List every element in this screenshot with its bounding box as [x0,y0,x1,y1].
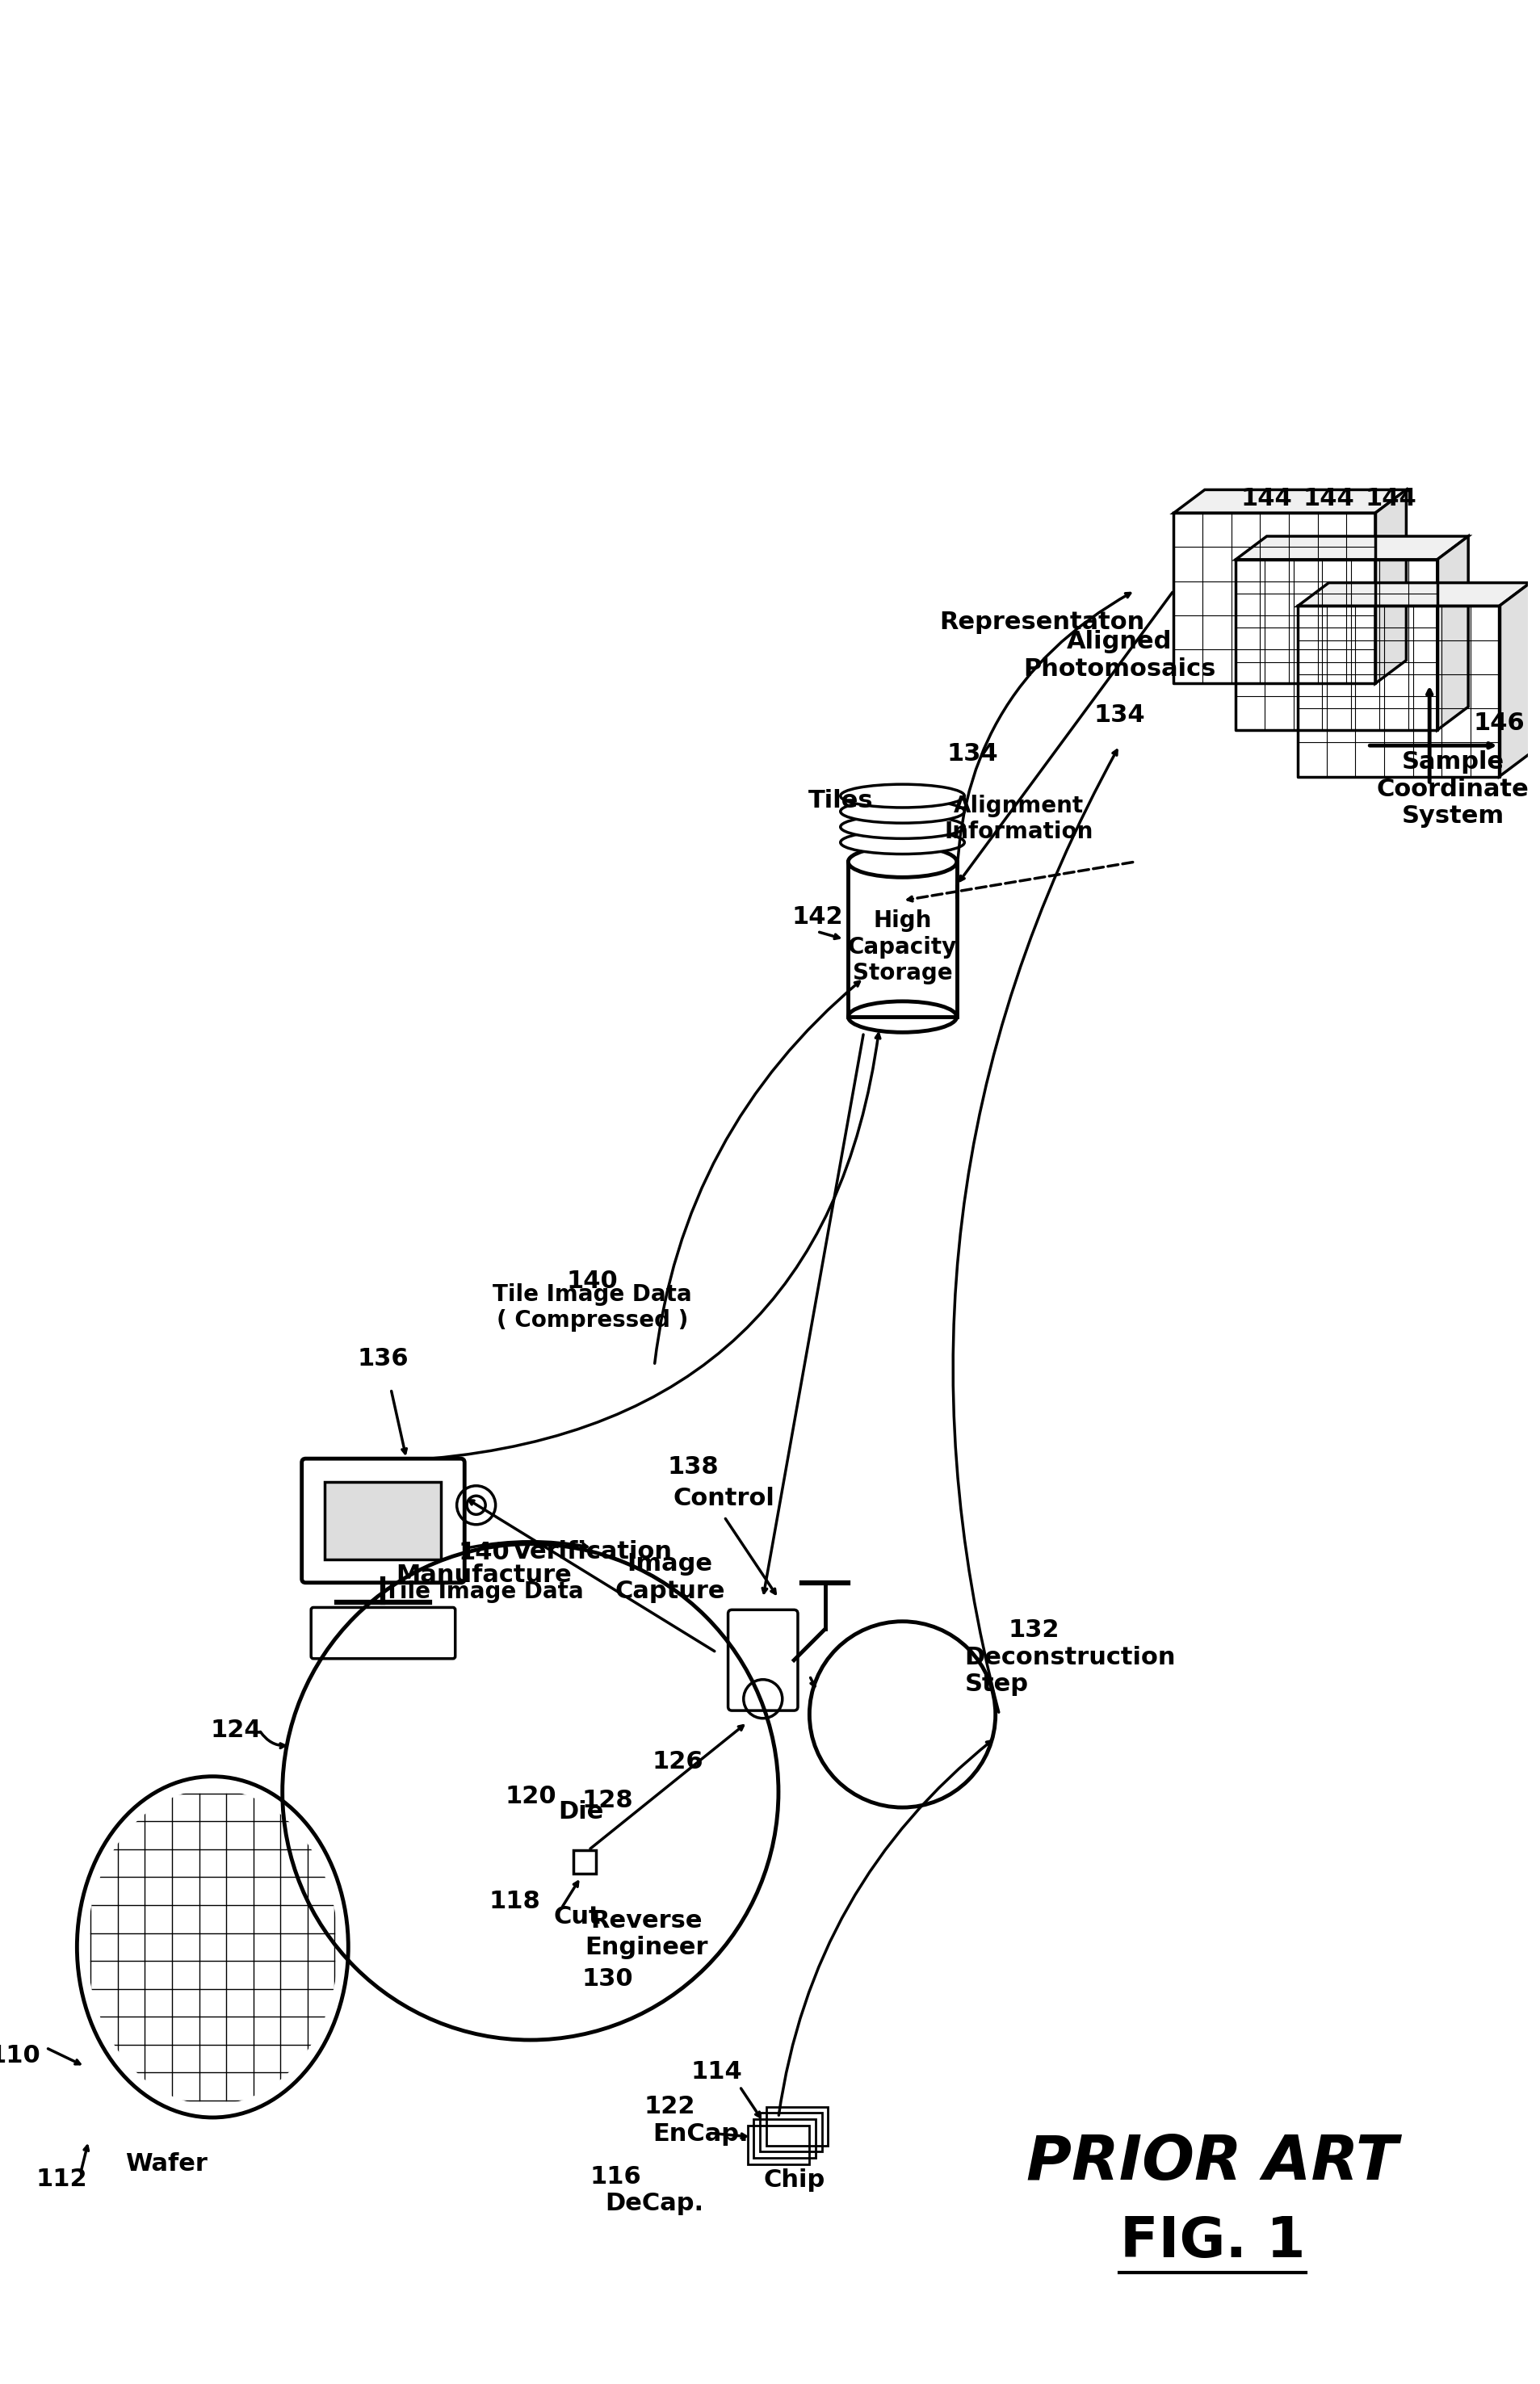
Text: 126: 126 [651,1750,704,1774]
Text: 128: 128 [582,1788,633,1812]
Text: 140: 140 [567,1271,618,1292]
Bar [849,861,956,1018]
Text: Sample
Coordinate
System: Sample Coordinate System [1377,751,1529,827]
Text: Alignment
Information: Alignment Information [944,794,1093,844]
Polygon shape [1437,536,1468,730]
Text: 134: 134 [1093,703,1146,727]
Text: Control: Control [673,1488,775,1509]
Text: 112: 112 [35,2167,88,2191]
Text: DeCap.: DeCap. [605,2191,704,2215]
Text: 124: 124 [209,1719,262,1743]
Bar [765,2107,829,2146]
Text: 144: 144 [1241,486,1292,510]
Text: 122: 122 [644,2096,696,2119]
Text: 120: 120 [505,1786,556,1809]
Text: Image
Capture: Image Capture [614,1552,725,1602]
Text: 138: 138 [667,1457,719,1478]
Bar [747,2124,810,2165]
Text: 134: 134 [947,741,998,765]
Text: Cut: Cut [553,1905,601,1929]
Text: 146: 146 [1474,710,1525,734]
Text: PRIOR ART: PRIOR ART [1027,2134,1398,2193]
Ellipse shape [841,815,964,839]
Text: 118: 118 [490,1891,541,1912]
Ellipse shape [841,830,964,853]
Text: 116: 116 [590,2165,642,2189]
Text: Wafer: Wafer [125,2153,208,2177]
Text: Tiles: Tiles [809,789,873,813]
Text: 114: 114 [691,2060,742,2084]
Text: Tile Image Data: Tile Image Data [385,1581,584,1602]
Bar [573,1850,596,1874]
Text: Reverse
Engineer: Reverse Engineer [585,1910,708,1960]
Text: 136: 136 [357,1347,408,1371]
Text: 142: 142 [792,906,842,930]
Polygon shape [1173,489,1406,513]
Ellipse shape [841,799,964,822]
Text: FIG. 1: FIG. 1 [1120,2215,1306,2267]
Text: 144: 144 [1303,486,1355,510]
Text: 130: 130 [582,1967,633,1991]
Text: 140: 140 [459,1540,510,1564]
Text: Die: Die [557,1800,604,1824]
Text: High
Capacity
Storage: High Capacity Storage [849,911,956,985]
Text: EnCap.: EnCap. [653,2122,748,2146]
Bar [759,2112,822,2153]
Polygon shape [1298,582,1531,606]
Text: Verification: Verification [513,1540,673,1564]
Text: Chip: Chip [764,2169,825,2193]
Text: Deconstruction
Step: Deconstruction Step [964,1645,1175,1695]
Text: Tile Image Data
( Compressed ): Tile Image Data ( Compressed ) [493,1283,691,1333]
Polygon shape [1500,582,1531,777]
Ellipse shape [841,784,964,808]
Text: Manufacture: Manufacture [396,1564,571,1588]
Text: 144: 144 [1364,486,1417,510]
Polygon shape [1375,489,1406,684]
Text: Representaton: Representaton [939,610,1144,634]
Ellipse shape [849,846,956,877]
Text: 132: 132 [1009,1619,1060,1643]
Text: Aligned
Photomosaics: Aligned Photomosaics [1023,629,1215,679]
Bar [325,1483,442,1559]
Polygon shape [1235,536,1468,560]
Text: 110: 110 [0,2043,40,2067]
Bar [753,2119,816,2158]
